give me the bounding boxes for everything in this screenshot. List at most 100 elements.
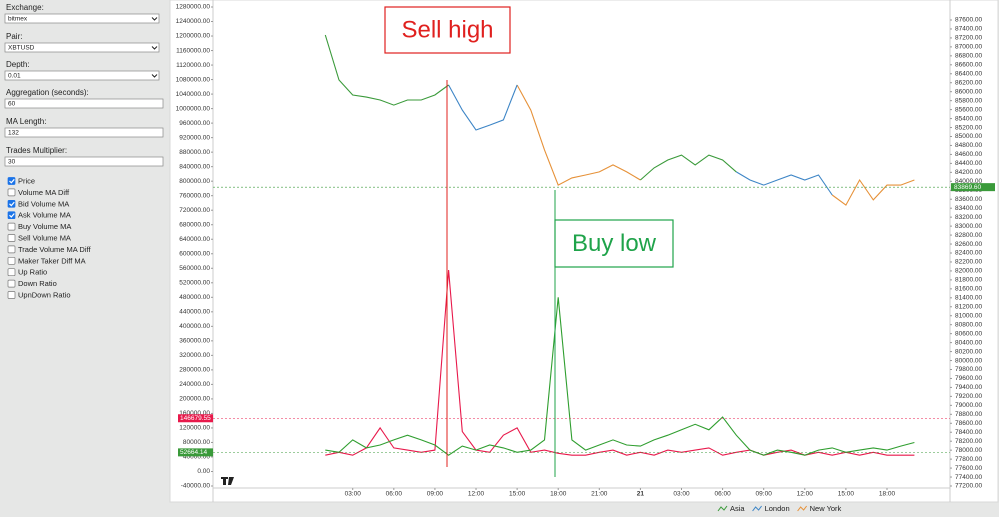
- checkbox[interactable]: [7, 245, 16, 254]
- x-tick-label: 06:00: [714, 491, 731, 498]
- input[interactable]: [4, 127, 164, 138]
- checkbox[interactable]: [7, 211, 16, 220]
- x-tick-label: 15:00: [509, 491, 526, 498]
- series-line: [448, 84, 833, 196]
- y-tick-label: 720000.00: [179, 207, 210, 214]
- y2-tick-label: 84000.00: [955, 178, 982, 185]
- check-mark: [9, 201, 15, 207]
- checkbox[interactable]: [7, 256, 16, 265]
- field-label: MA Length:: [6, 117, 46, 126]
- legend-icon: [752, 505, 762, 512]
- legend-label: London: [765, 504, 790, 513]
- tv-logo: [221, 477, 234, 485]
- y2-tick-label: 79600.00: [955, 375, 982, 382]
- y2-tick-label: 84200.00: [955, 169, 982, 176]
- y-tick-label: 400000.00: [179, 323, 210, 330]
- y-tick-label: 200000.00: [179, 396, 210, 403]
- checkbox[interactable]: [7, 177, 16, 185]
- y-tick-label: 160000.00: [179, 410, 210, 417]
- checkbox[interactable]: [7, 268, 16, 277]
- checkbox[interactable]: [7, 291, 16, 299]
- x-tick-label: 09:00: [427, 491, 444, 498]
- field-value: 30: [8, 159, 16, 166]
- field-label: Aggregation (seconds):: [6, 88, 89, 97]
- select-arrow: [151, 17, 158, 21]
- y2-tick-label: 86600.00: [955, 62, 982, 69]
- y2-tick-label: 78400.00: [955, 429, 982, 436]
- y2-tick-label: 77400.00: [955, 474, 982, 481]
- y2-tick-label: 81400.00: [955, 295, 982, 302]
- y-tick-label: 40000.00: [183, 454, 210, 461]
- y2-tick-label: 81800.00: [955, 277, 982, 284]
- select[interactable]: [4, 42, 160, 53]
- checkbox-label: Maker Taker Diff MA: [18, 256, 86, 265]
- checkbox-label: Down Ratio: [18, 279, 57, 288]
- y2-tick-label: 86400.00: [955, 70, 982, 77]
- input[interactable]: [4, 98, 164, 109]
- y-tick-label: 1200000.00: [176, 33, 211, 40]
- x-tick-label: 15:00: [838, 491, 855, 498]
- y2-tick-label: 82600.00: [955, 241, 982, 248]
- y-tick-label: 920000.00: [179, 134, 210, 141]
- y2-tick-label: 80400.00: [955, 339, 982, 346]
- y-tick-label: 840000.00: [179, 163, 210, 170]
- y-tick-label: 760000.00: [179, 192, 210, 199]
- checkbox-label: Bid Volume MA: [18, 199, 69, 208]
- y-tick-label: 120000.00: [179, 425, 210, 432]
- marker-tag: [951, 183, 995, 192]
- y2-tick-label: 82800.00: [955, 232, 982, 239]
- select[interactable]: [4, 13, 160, 24]
- checkbox[interactable]: [7, 279, 16, 288]
- checkbox-label: Volume MA Diff: [18, 188, 70, 197]
- y2-tick-label: 85200.00: [955, 124, 982, 131]
- checkbox[interactable]: [7, 222, 16, 231]
- checkbox-label: Up Ratio: [18, 268, 47, 277]
- y2-tick-label: 84800.00: [955, 142, 982, 149]
- y-tick-label: 1040000.00: [176, 91, 211, 98]
- checkbox-label: Price: [18, 176, 35, 185]
- annotation-box: [384, 6, 511, 54]
- y2-tick-label: 78200.00: [955, 438, 982, 445]
- y2-tick-label: 82400.00: [955, 250, 982, 257]
- checkbox[interactable]: [7, 199, 16, 208]
- y2-tick-label: 85600.00: [955, 106, 982, 113]
- x-tick-label: 18:00: [550, 491, 567, 498]
- legend-icon: [717, 505, 728, 512]
- series-line: [516, 84, 915, 206]
- y2-tick-label: 83200.00: [955, 214, 982, 221]
- y-tick-label: 800000.00: [179, 178, 210, 185]
- y2-tick-label: 82000.00: [955, 268, 982, 275]
- y-tick-label: 960000.00: [179, 120, 210, 127]
- y2-tick-label: 85800.00: [955, 97, 982, 104]
- y-tick-label: 1240000.00: [176, 18, 211, 25]
- legend-icon: [797, 505, 808, 512]
- x-tick-label: 21:00: [591, 491, 608, 498]
- select[interactable]: [4, 70, 160, 81]
- checkbox[interactable]: [7, 188, 16, 197]
- x-tick-label: 03:00: [345, 491, 362, 498]
- y-tick-label: 1080000.00: [176, 76, 211, 83]
- y-tick-label: 680000.00: [179, 221, 210, 228]
- y2-tick-label: 83400.00: [955, 205, 982, 212]
- marker-label: 52664.14: [180, 449, 207, 456]
- input[interactable]: [4, 156, 164, 167]
- y-tick-label: 600000.00: [179, 250, 210, 257]
- y-tick-label: 640000.00: [179, 236, 210, 243]
- y-tick-label: -40000.00: [181, 483, 211, 490]
- y2-tick-label: 79200.00: [955, 393, 982, 400]
- field-value: 132: [8, 130, 19, 137]
- y2-tick-label: 83000.00: [955, 223, 982, 230]
- marker-label: 83869.60: [954, 184, 981, 191]
- series-line: [325, 297, 915, 456]
- y-tick-label: 1160000.00: [176, 47, 210, 54]
- check-mark: [9, 213, 15, 218]
- checkbox[interactable]: [7, 234, 16, 242]
- legend-label: Asia: [730, 504, 745, 513]
- marker-tag: [178, 448, 213, 457]
- y-tick-label: 320000.00: [179, 352, 210, 359]
- y2-tick-label: 80200.00: [955, 348, 982, 355]
- series-line: [325, 270, 915, 456]
- y2-tick-label: 78800.00: [955, 411, 982, 418]
